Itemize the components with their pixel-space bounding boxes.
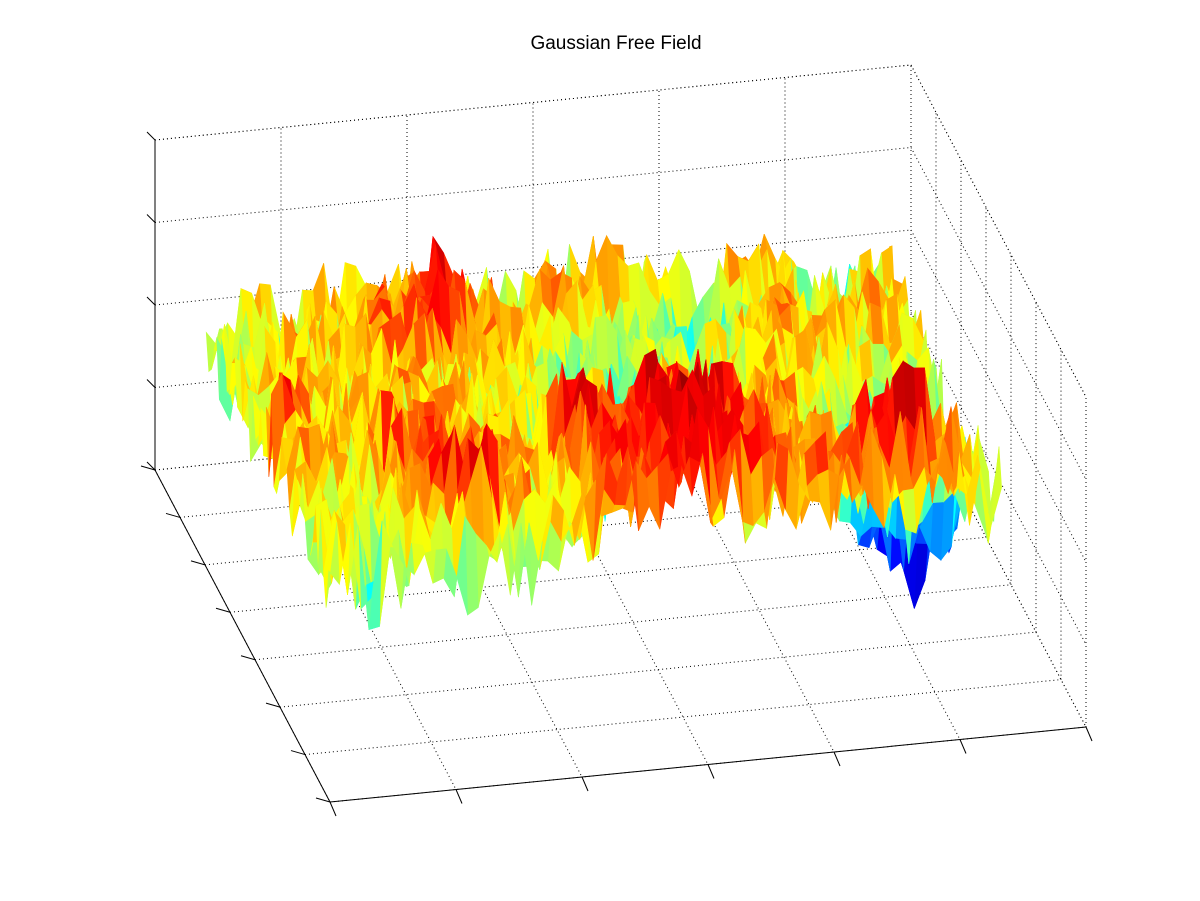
right-wall-z-gridline [910,64,1087,398]
surface-patch [325,522,340,608]
x-axis-tick [959,739,967,754]
z-axis-tick [146,214,156,223]
y-axis-tick [290,750,306,756]
floor-x-gridline [784,407,961,740]
z-axis-tick [146,131,156,141]
axes-box [146,64,1087,728]
x-axis-tick [707,764,715,779]
y-axis-tick [315,797,331,803]
floor-x-gridline [406,444,583,778]
z-axis-tick [146,461,156,471]
floor-x-gridline [658,419,835,753]
right-wall-z-gridline [910,229,1087,563]
floor-x-gridline [280,457,457,790]
x-axis-tick [581,776,589,792]
x-axis-line [329,726,1087,803]
x-axis-tick [1085,726,1093,742]
z-axis-tick [146,296,156,306]
axes [140,465,1093,817]
y-axis-tick [190,560,206,566]
z-axis-tick [146,379,156,388]
floor-x-gridline [910,394,1087,728]
y-axis-tick [215,607,231,613]
y-axis-tick [165,512,181,518]
x-axis-tick [329,801,337,817]
y-axis-tick [140,465,156,471]
x-axis-tick [455,789,463,804]
y-axis-tick [240,655,256,661]
y-axis-tick [265,702,281,708]
x-axis-tick [833,751,841,767]
right-wall-z-gridline [910,312,1087,645]
floor-x-gridline [532,432,709,765]
surface-plot [205,233,1002,631]
chart-title: Gaussian Free Field [530,33,701,54]
right-wall-z-gridline [910,147,1087,480]
y-axis-line [154,469,331,803]
